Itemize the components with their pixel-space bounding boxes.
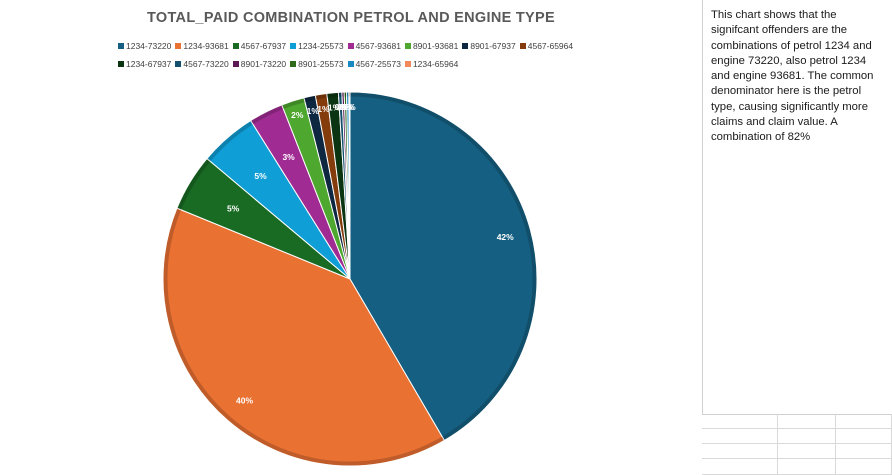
spreadsheet-cells bbox=[702, 414, 892, 475]
legend-label: 4567-93681 bbox=[355, 41, 401, 51]
data-label: 5% bbox=[254, 171, 267, 181]
legend-label: 1234-93681 bbox=[183, 41, 229, 51]
sheet-cell[interactable] bbox=[836, 429, 892, 444]
sheet-cell[interactable] bbox=[702, 459, 778, 475]
legend-swatch bbox=[404, 43, 411, 49]
legend-label: 4567-73220 bbox=[183, 59, 229, 69]
legend-swatch bbox=[232, 61, 239, 67]
sheet-cell[interactable] bbox=[836, 414, 892, 429]
pie-slice-edge bbox=[177, 158, 211, 210]
legend-item: 1234-65964 bbox=[404, 59, 459, 69]
chart-area[interactable]: TOTAL_PAID COMBINATION PETROL AND ENGINE… bbox=[0, 0, 702, 475]
pie-slice-edge bbox=[207, 120, 254, 162]
sheet-cell[interactable] bbox=[702, 414, 778, 429]
sheet-cell[interactable] bbox=[778, 459, 836, 475]
legend-item: 1234-25573 bbox=[290, 41, 344, 51]
legend-label: 8901-73220 bbox=[240, 59, 287, 69]
data-label: 1% bbox=[307, 106, 320, 116]
legend-label: 1234-65964 bbox=[412, 59, 459, 69]
data-label: 0% bbox=[337, 102, 350, 112]
pie-slice-edge bbox=[304, 95, 317, 103]
legend-swatch bbox=[175, 43, 182, 49]
legend-item: 1234-67937 bbox=[118, 59, 171, 69]
legend-label: 4567-25573 bbox=[355, 59, 401, 69]
legend-item: 8901-93681 bbox=[404, 41, 459, 51]
note-textbox[interactable]: This chart shows that the signifcant off… bbox=[702, 0, 892, 415]
legend-label: 1234-67937 bbox=[126, 59, 172, 69]
legend-item: 4567-73220 bbox=[175, 59, 229, 69]
sheet-cell[interactable] bbox=[702, 429, 778, 444]
legend-swatch bbox=[404, 61, 411, 67]
pie-slice-edge bbox=[349, 92, 537, 441]
data-label: 1% bbox=[317, 104, 330, 114]
data-label: 1% bbox=[328, 103, 341, 113]
legend-item: 4567-93681 bbox=[347, 41, 401, 51]
data-label: 3% bbox=[282, 152, 295, 162]
data-label: 0% bbox=[342, 102, 355, 112]
legend-swatch bbox=[118, 43, 124, 49]
data-label: 5% bbox=[227, 203, 240, 213]
pie-slice-edge bbox=[315, 93, 328, 100]
data-label: 0% bbox=[343, 102, 356, 112]
pie-slice-edge bbox=[163, 208, 445, 466]
legend-swatch bbox=[118, 61, 124, 67]
pie-slice bbox=[349, 91, 538, 442]
legend-swatch bbox=[519, 43, 526, 49]
sheet-cell[interactable] bbox=[836, 459, 892, 475]
legend-item: 4567-65964 bbox=[519, 41, 574, 51]
legend-item: 8901-67937 bbox=[462, 41, 516, 51]
pie-slice bbox=[348, 91, 351, 280]
data-label: 2% bbox=[291, 110, 304, 120]
legend-label: 4567-67937 bbox=[240, 41, 287, 51]
pie-slice-edge bbox=[326, 92, 339, 98]
legend-swatch bbox=[232, 43, 239, 49]
legend-item: 1234-93681 bbox=[175, 41, 229, 51]
sheet-cell[interactable] bbox=[836, 444, 892, 459]
legend-label: 8901-67937 bbox=[470, 41, 516, 51]
legend-label: 4567-65964 bbox=[527, 41, 574, 51]
data-label: 0% bbox=[335, 102, 348, 112]
legend-item: 1234-73220 bbox=[118, 41, 171, 51]
legend-label: 8901-25573 bbox=[298, 59, 344, 69]
data-label: 40% bbox=[236, 395, 253, 405]
legend-item: 4567-67937 bbox=[232, 41, 287, 51]
legend-swatch bbox=[290, 43, 297, 49]
legend-item: 8901-73220 bbox=[232, 59, 287, 69]
legend-swatch bbox=[347, 43, 354, 49]
legend-item: 8901-25573 bbox=[290, 59, 344, 69]
sheet-cell[interactable] bbox=[778, 429, 836, 444]
chart-legend: 1234-73220 1234-93681 4567-67937 1234-25573… bbox=[118, 41, 598, 69]
legend-swatch bbox=[462, 43, 469, 49]
legend-swatch bbox=[175, 61, 182, 67]
legend-item: 4567-25573 bbox=[347, 59, 401, 69]
sheet-cell[interactable] bbox=[778, 444, 836, 459]
legend-label: 1234-25573 bbox=[298, 41, 344, 51]
data-label: 0% bbox=[340, 102, 353, 112]
legend-swatch bbox=[290, 61, 297, 67]
sheet-cell[interactable] bbox=[702, 444, 778, 459]
chart-title: TOTAL_PAID COMBINATION PETROL AND ENGINE… bbox=[147, 10, 555, 26]
pie-slice bbox=[162, 207, 446, 467]
sheet-cell[interactable] bbox=[778, 414, 836, 429]
legend-label: 8901-93681 bbox=[412, 41, 459, 51]
pie-chart: 42%40%5%5%3%2% 1%1%1%0%0%0%0%0% bbox=[162, 91, 538, 467]
data-label: 42% bbox=[497, 232, 514, 242]
legend-swatch bbox=[347, 61, 354, 67]
note-text: This chart shows that the signifcant off… bbox=[711, 9, 874, 144]
legend-label: 1234-73220 bbox=[126, 41, 172, 51]
